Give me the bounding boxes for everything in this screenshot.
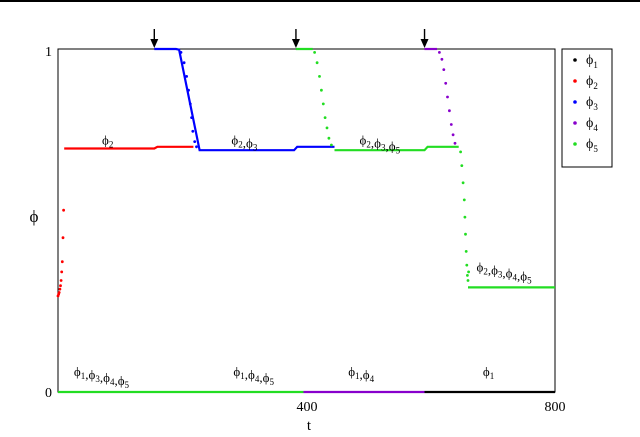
data-point--3-fall [185,75,189,78]
region-annotation: ϕ1,ϕ3,ϕ4,ϕ5 [74,364,130,390]
region-annotation: ϕ1 [483,364,494,381]
x-tick-label: 400 [297,400,318,415]
data-point--3-fall [190,116,194,119]
legend-label: ϕ5 [586,137,598,154]
data-point--4-fall [440,57,444,61]
data-point--2-rise [59,279,63,282]
data-point--4-fall [451,133,455,137]
region-annotation: ϕ2,ϕ3,ϕ5 [360,132,401,155]
data-point--3-fall [193,140,197,144]
data-point--5-fall [323,116,327,119]
x-tick-label: 800 [545,400,566,415]
legend-swatch [573,142,577,146]
series-line--5-mid [334,145,459,152]
legend-swatch [573,121,577,125]
legend-label: ϕ4 [586,116,598,133]
series-line--3 [154,47,335,152]
data-point--5-drop [466,279,470,282]
data-point--5-drop [459,150,462,154]
y-tick-label: 0 [45,386,52,401]
data-point--5-fall [315,61,319,65]
y-tick-label: 1 [45,45,52,60]
legend-label: ϕ3 [586,95,598,112]
annotation-layer: ϕ2 ϕ2,ϕ3 ϕ2,ϕ3,ϕ5 ϕ2,ϕ3,ϕ4,ϕ5 ϕ1,ϕ3,ϕ4,ϕ5 ϕ1,… [74,132,532,390]
data-point--3-fall [179,51,183,54]
legend: ϕ1 ϕ2 ϕ3 ϕ4 ϕ5 [573,53,598,154]
region-annotation: ϕ1,ϕ4,ϕ5 [233,364,274,387]
data-point--2-rise [60,270,64,274]
data-point--2-rise [58,287,62,291]
data-point--2-rise [60,260,64,264]
data-point--2-rise [57,291,61,294]
data-point--5-drop [463,215,467,219]
x-axis-label: t [307,418,312,434]
data-point--5-fall [320,88,323,92]
region-annotation: ϕ1,ϕ4 [348,364,374,384]
data-point--4-fall [453,141,457,145]
data-point--2-rise [62,208,65,212]
region-annotation: ϕ2,ϕ3,ϕ4,ϕ5 [476,259,532,285]
data-point--2-rise [61,236,65,240]
data-point--3-fall [187,88,190,92]
data-point--5-fall [325,126,329,130]
series-line--2 [64,145,194,150]
region-annotation: ϕ2 [102,132,113,149]
data-point--5-drop [466,274,469,277]
arrow-head [150,39,159,48]
data-point--4-fall [446,95,449,99]
arrow-head [420,39,429,48]
data-point--3-fall [182,61,186,65]
data-point--5-drop [465,263,469,267]
data-point--5-drop [460,164,464,168]
data-point--5-drop [461,181,465,185]
data-point--5-drop [467,270,470,274]
data-point--5-drop [462,198,466,202]
legend-swatch [573,79,577,83]
data-point--3-fall [191,129,195,133]
data-point--4-fall [438,51,441,54]
data-point--4-fall [444,81,448,85]
data-point--3-fall [195,145,198,149]
data-point--4-fall [442,68,446,71]
arrow-layer [150,29,429,48]
data-point--5-fall [330,143,333,147]
legend-box [561,48,613,168]
plot-frame [57,48,556,393]
series-layer [56,47,555,394]
arrow-head [291,39,300,48]
data-point--2-rise [59,284,62,288]
data-point--5-fall [313,51,316,54]
legend-label: ϕ1 [586,53,598,70]
legend-swatch [573,100,577,104]
data-point--5-fall [318,75,321,78]
data-point--5-drop [464,232,467,236]
y-axis-label: ϕ [30,207,39,226]
data-point--5-fall [321,102,325,106]
legend-label: ϕ2 [586,74,598,91]
data-point--5-drop [464,250,468,253]
data-point--3-fall [188,102,192,106]
data-point--5-fall [327,136,331,140]
region-annotation: ϕ2,ϕ3 [231,132,257,152]
data-point--4-fall [448,109,451,113]
legend-swatch [573,58,577,62]
data-point--4-fall [449,123,453,126]
